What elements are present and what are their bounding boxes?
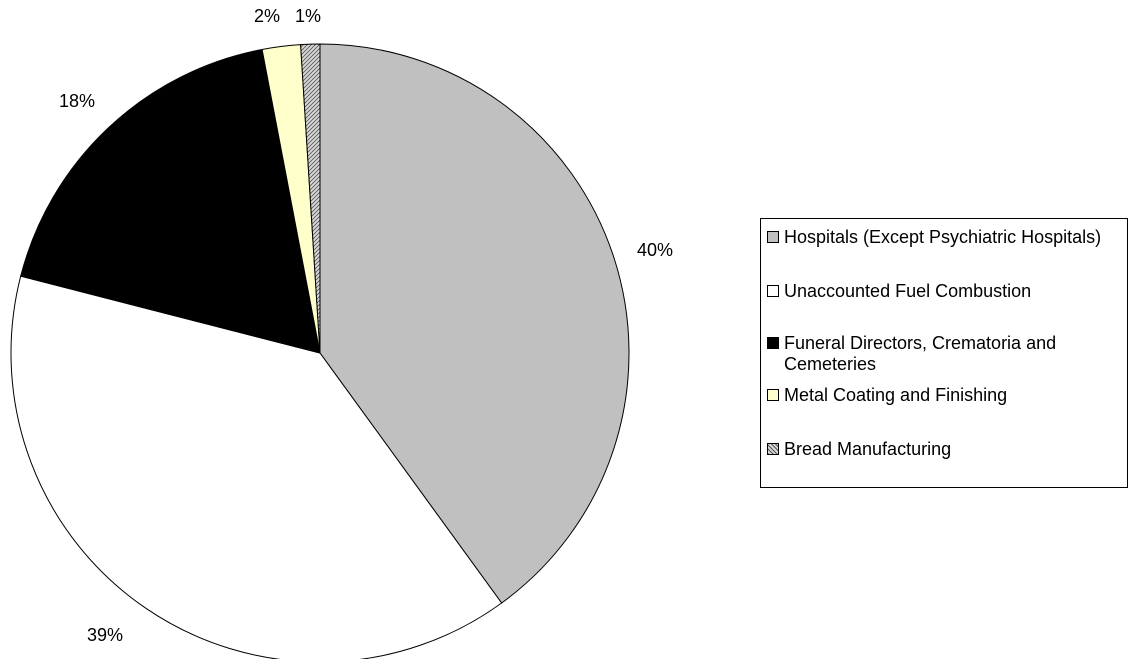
legend-label-3: Funeral Directors, Crematoria and Cemete… bbox=[784, 333, 1057, 374]
legend-item-1: Hospitals (Except Psychiatric Hospitals) bbox=[767, 227, 1119, 248]
pie-data-labels: 40% 39% 18% 2% 1% bbox=[59, 6, 673, 645]
legend-swatch-2 bbox=[767, 285, 779, 297]
legend-label-2: Unaccounted Fuel Combustion bbox=[784, 281, 1032, 301]
legend-swatch-5 bbox=[767, 443, 779, 455]
pie-slice-5 bbox=[300, 43, 321, 354]
legend-swatch-4 bbox=[767, 389, 779, 401]
pie-data-label-4: 2% bbox=[254, 6, 280, 26]
legend-item-3: Funeral Directors, Crematoria and Cemete… bbox=[767, 333, 1119, 375]
legend-label-1: Hospitals (Except Psychiatric Hospitals) bbox=[784, 227, 1102, 247]
pie-slices bbox=[10, 43, 630, 659]
legend-item-5: Bread Manufacturing bbox=[767, 439, 1119, 460]
pie-slice-3 bbox=[20, 48, 321, 354]
legend-item-4: Metal Coating and Finishing bbox=[767, 385, 1119, 406]
legend-label-5: Bread Manufacturing bbox=[784, 439, 952, 459]
legend-swatch-1 bbox=[767, 231, 779, 243]
pie-data-label-5: 1% bbox=[295, 6, 321, 26]
pie-data-label-2: 39% bbox=[87, 625, 123, 645]
legend-item-2: Unaccounted Fuel Combustion bbox=[767, 281, 1119, 302]
legend-swatch-3 bbox=[767, 337, 779, 349]
pie-data-label-1: 40% bbox=[637, 240, 673, 260]
pie-slice-2 bbox=[10, 275, 503, 659]
pie-slice-1 bbox=[319, 43, 630, 604]
chart-legend: Hospitals (Except Psychiatric Hospitals)… bbox=[760, 218, 1128, 488]
legend-label-4: Metal Coating and Finishing bbox=[784, 385, 1008, 405]
pie-data-label-3: 18% bbox=[59, 91, 95, 111]
